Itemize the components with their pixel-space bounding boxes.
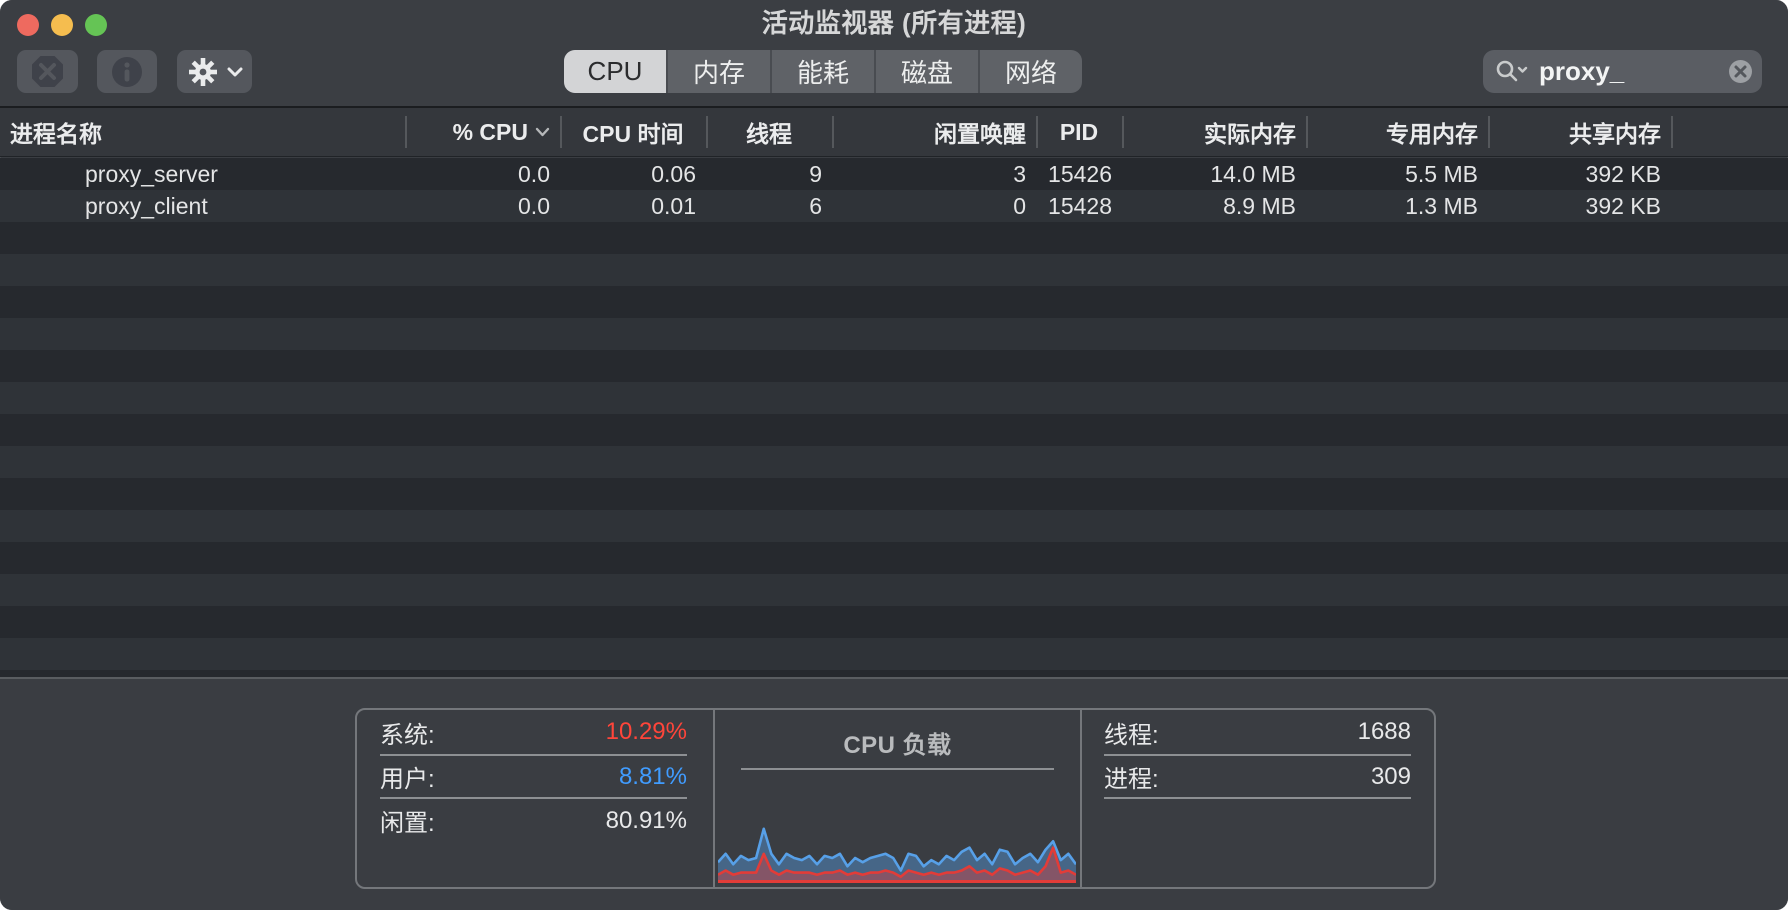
- column-header-label: 进程名称: [10, 121, 102, 147]
- info-icon: [110, 55, 144, 89]
- window-chrome: 活动监视器 (所有进程): [0, 0, 1788, 108]
- settings-menu-button[interactable]: [177, 50, 252, 93]
- close-window-button[interactable]: [17, 14, 39, 36]
- cell-shared_mem: 392 KB: [1585, 192, 1661, 219]
- minimize-window-button[interactable]: [51, 14, 73, 36]
- cell-name: proxy_server: [85, 160, 218, 187]
- table-header: 进程名称 % CPU CPU 时间 线程 闲置唤醒 PID 实际内存 专用内存 共享内存: [0, 108, 1788, 157]
- footer-stats-pane: 系统: 10.29% 用户: 8.81% 闲置: 80.91% CPU 负载 线程: 168…: [0, 679, 1788, 910]
- cell-threads: 9: [809, 160, 822, 187]
- cpu-stats-box: 系统: 10.29% 用户: 8.81% 闲置: 80.91% CPU 负载 线程: 168…: [355, 708, 1436, 889]
- quit-process-button[interactable]: [17, 50, 78, 93]
- stat-label: 系统:: [380, 721, 435, 749]
- cell-name: proxy_client: [85, 192, 208, 219]
- stat-value: 10.29%: [605, 718, 687, 745]
- stat-row: 闲置: 80.91%: [380, 799, 687, 842]
- tab-网络[interactable]: 网络: [1004, 58, 1057, 88]
- stat-value: 8.81%: [618, 762, 687, 790]
- cell-idle_wake: 0: [1013, 192, 1026, 219]
- cell-cpu: 0.0: [518, 192, 550, 219]
- column-header-label: 专用内存: [1386, 121, 1478, 147]
- column-header-empty: [1671, 108, 1788, 156]
- window-title: 活动监视器 (所有进程): [761, 8, 1027, 38]
- cell-pid: 15426: [1048, 160, 1112, 187]
- inspect-process-button[interactable]: [97, 50, 157, 93]
- tab-内存[interactable]: 内存: [668, 50, 772, 93]
- counts-section: 线程: 1688 进程: 309: [1082, 710, 1434, 887]
- cell-cpu_time: 0.01: [651, 192, 696, 219]
- cell-private_mem: 1.3 MB: [1405, 192, 1478, 219]
- search-input[interactable]: [1539, 56, 1727, 87]
- stat-row: 用户: 8.81%: [380, 756, 687, 799]
- cell-mem: 8.9 MB: [1223, 192, 1296, 219]
- column-header-cpu_time[interactable]: CPU 时间: [560, 108, 706, 156]
- column-header-name[interactable]: 进程名称: [0, 108, 405, 156]
- cell-mem: 14.0 MB: [1210, 160, 1296, 187]
- column-header-label: 共享内存: [1569, 121, 1661, 147]
- cpu-load-title: CPU 负载: [843, 732, 952, 759]
- stat-value: 80.91%: [605, 806, 687, 834]
- search-field[interactable]: [1483, 50, 1762, 93]
- stat-row: 进程: 309: [1104, 756, 1411, 799]
- stat-label: 用户:: [380, 766, 435, 793]
- stat-row: 系统: 10.29%: [380, 710, 687, 756]
- column-header-idle_wake[interactable]: 闲置唤醒: [832, 108, 1036, 156]
- cell-shared_mem: 392 KB: [1585, 160, 1661, 187]
- tab-磁盘[interactable]: 磁盘: [876, 50, 980, 93]
- traffic-lights: [17, 14, 107, 36]
- stat-value: 1688: [1357, 718, 1411, 745]
- cell-threads: 6: [809, 192, 822, 219]
- stat-label: 进程:: [1104, 766, 1159, 793]
- process-row-proxy_server[interactable]: proxy_server 0.0 0.06 9 3 15426 14.0 MB 5.5 MB 3…: [0, 158, 1788, 190]
- column-header-label: 实际内存: [1204, 121, 1296, 147]
- column-header-label: % CPU: [452, 118, 528, 145]
- process-table[interactable]: proxy_server 0.0 0.06 9 3 15426 14.0 MB 5.5 MB 3…: [0, 158, 1788, 677]
- pane-divider: [0, 677, 1788, 679]
- stat-label: 线程:: [1104, 721, 1159, 749]
- column-header-threads[interactable]: 线程: [706, 108, 832, 156]
- cell-cpu: 0.0: [518, 160, 550, 187]
- column-header-mem[interactable]: 实际内存: [1122, 108, 1306, 156]
- column-header-private_mem[interactable]: 专用内存: [1306, 108, 1488, 156]
- stat-row: 线程: 1688: [1104, 710, 1411, 756]
- search-icon: [1495, 59, 1529, 85]
- column-header-label: PID: [1059, 118, 1099, 145]
- column-header-label: CPU 时间: [582, 121, 684, 147]
- tab-能耗[interactable]: 能耗: [772, 50, 876, 93]
- cell-pid: 15428: [1048, 192, 1112, 219]
- column-header-cpu[interactable]: % CPU: [405, 108, 560, 156]
- chevron-down-icon: [227, 67, 243, 77]
- sort-descending-icon: [535, 127, 550, 137]
- column-header-shared_mem[interactable]: 共享内存: [1488, 108, 1671, 156]
- tab-CPU[interactable]: CPU: [564, 50, 668, 93]
- cell-private_mem: 5.5 MB: [1405, 160, 1478, 187]
- view-tabs: CPU 内存 能耗 磁盘 网络: [564, 50, 1082, 93]
- stat-value: 309: [1370, 762, 1411, 790]
- clear-search-icon[interactable]: [1727, 58, 1754, 85]
- column-header-label: 线程: [746, 121, 792, 147]
- process-row-proxy_client[interactable]: proxy_client 0.0 0.01 6 0 15428 8.9 MB 1.3 MB 39…: [0, 190, 1788, 222]
- cpu-load-title-rule: [741, 768, 1054, 770]
- cpu-load-chart: [718, 758, 1076, 883]
- gear-icon: [187, 56, 219, 88]
- cpu-breakdown-section: 系统: 10.29% 用户: 8.81% 闲置: 80.91%: [357, 710, 715, 887]
- stat-label: 闲置:: [380, 810, 435, 837]
- column-header-label: 闲置唤醒: [934, 121, 1026, 147]
- zoom-window-button[interactable]: [85, 14, 107, 36]
- column-header-pid[interactable]: PID: [1036, 108, 1122, 156]
- cpu-load-section: CPU 负载: [715, 710, 1082, 887]
- cell-idle_wake: 3: [1013, 160, 1026, 187]
- octagon-x-icon: [29, 53, 66, 90]
- cell-cpu_time: 0.06: [651, 160, 696, 187]
